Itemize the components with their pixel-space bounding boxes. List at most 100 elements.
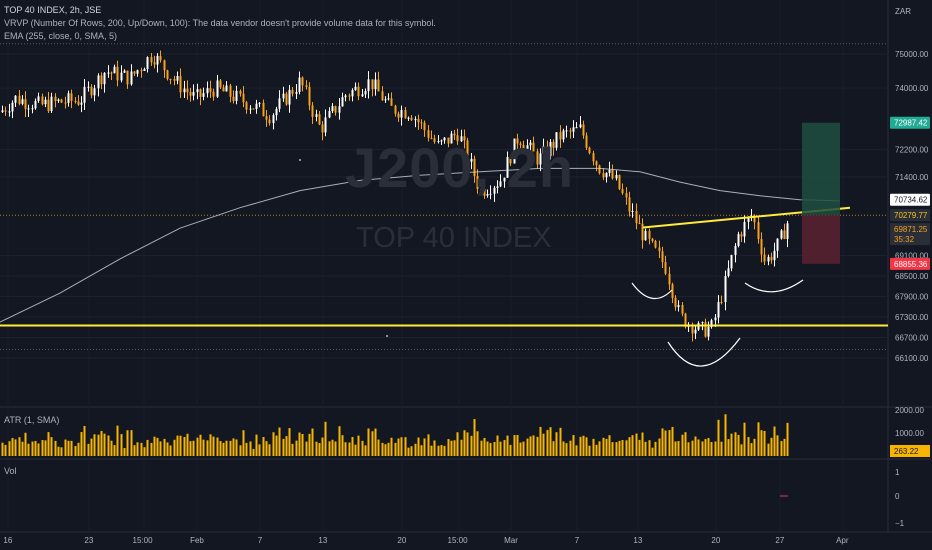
candle-body [407, 117, 410, 119]
time-tick-label: 20 [711, 536, 720, 545]
atr-bar [206, 440, 209, 456]
atr-bar [503, 440, 506, 456]
atr-bar [24, 432, 27, 456]
atr-bar [658, 438, 661, 456]
candle-body [417, 119, 420, 123]
atr-bar [727, 439, 730, 456]
atr-bar [83, 426, 86, 456]
candle-body [377, 79, 380, 92]
time-tick-label: Feb [190, 536, 204, 545]
candle-body [272, 115, 275, 124]
atr-bar [64, 439, 67, 456]
atr-bar [513, 435, 516, 456]
vol-tick-label: −1 [895, 519, 905, 528]
atr-bar [536, 436, 539, 456]
atr-bar [252, 449, 255, 456]
candle-body [305, 85, 308, 87]
atr-bar [113, 445, 116, 456]
atr-bar [377, 439, 380, 456]
candles [1, 50, 789, 342]
atr-bar [291, 443, 294, 456]
candle-body [179, 76, 182, 93]
atr-bar [486, 441, 489, 456]
candle-body [615, 175, 618, 179]
candle-body [341, 97, 344, 107]
candle-body [480, 188, 483, 190]
candle-body [602, 173, 605, 178]
candle-body [605, 172, 608, 178]
atr-bar [631, 435, 634, 456]
ema-legend[interactable]: EMA (255, close, 0, SMA, 5) [4, 31, 118, 41]
candle-body [397, 113, 400, 118]
right-shoulder-arc [744, 279, 804, 293]
atr-bar [407, 447, 410, 456]
atr-bar [272, 432, 275, 456]
atr-bar [447, 439, 450, 456]
candle-body [206, 88, 209, 94]
price-tick-label: 67300.00 [895, 313, 929, 322]
atr-bar [747, 437, 750, 456]
atr-bar [753, 438, 756, 456]
atr-bar [354, 444, 357, 456]
candle-body [747, 217, 750, 222]
candle-body [173, 79, 176, 81]
atr-bar [473, 419, 476, 456]
chart-title[interactable]: TOP 40 INDEX, 2h, JSE [4, 5, 102, 15]
candle-body [361, 94, 364, 97]
candle-body [641, 223, 644, 241]
price-tick-label: 74000.00 [895, 84, 929, 93]
candle-body [288, 89, 291, 105]
atr-bar [506, 435, 509, 456]
candle-body [219, 80, 222, 88]
atr-bar [229, 440, 232, 456]
atr-bar [133, 445, 136, 456]
candle-body [572, 127, 575, 132]
candle-body [628, 197, 631, 212]
price-tick-label: 69100.00 [895, 252, 929, 261]
atr-bar [202, 439, 205, 456]
candle-body [235, 90, 238, 101]
candle-body [344, 95, 347, 98]
candle-body [598, 165, 601, 174]
atr-bar [437, 445, 440, 456]
candle-body [209, 88, 212, 92]
candle-body [753, 215, 756, 223]
time-tick-label: 15:00 [448, 536, 469, 545]
atr-bar [295, 440, 298, 456]
candle-body [631, 211, 634, 213]
candle-body [539, 153, 542, 165]
atr-bar [328, 441, 331, 456]
atr-bar [199, 434, 202, 456]
candle-body [357, 86, 360, 97]
vol-legend[interactable]: Vol [4, 466, 17, 476]
candle-body [354, 86, 357, 91]
atr-bar [288, 428, 291, 456]
candle-body [371, 79, 374, 90]
atr-legend[interactable]: ATR (1, SMA) [4, 415, 60, 425]
atr-bar [572, 435, 575, 456]
atr-bar [308, 433, 311, 456]
atr-bar [8, 441, 11, 456]
candle-body [192, 92, 195, 96]
candle-body [430, 137, 433, 139]
vrvp-legend[interactable]: VRVP (Number Of Rows, 200, Up/Down, 100)… [4, 18, 436, 28]
candle-body [4, 110, 7, 112]
candle-body [202, 93, 205, 97]
currency-label: ZAR [895, 7, 911, 16]
name-watermark: TOP 40 INDEX [356, 222, 552, 254]
atr-bar [427, 434, 430, 456]
candle-body [374, 79, 377, 90]
atr-bars [1, 414, 789, 456]
atr-bar [156, 437, 159, 456]
candle-body [291, 89, 294, 94]
candle-body [41, 96, 44, 105]
atr-bar [493, 442, 496, 456]
atr-bar [565, 443, 568, 456]
candle-body [694, 329, 697, 334]
atr-bar [569, 440, 572, 456]
candle-body [569, 130, 572, 132]
atr-bar [74, 445, 77, 456]
atr-bar [371, 431, 374, 456]
atr-bar [136, 442, 139, 456]
